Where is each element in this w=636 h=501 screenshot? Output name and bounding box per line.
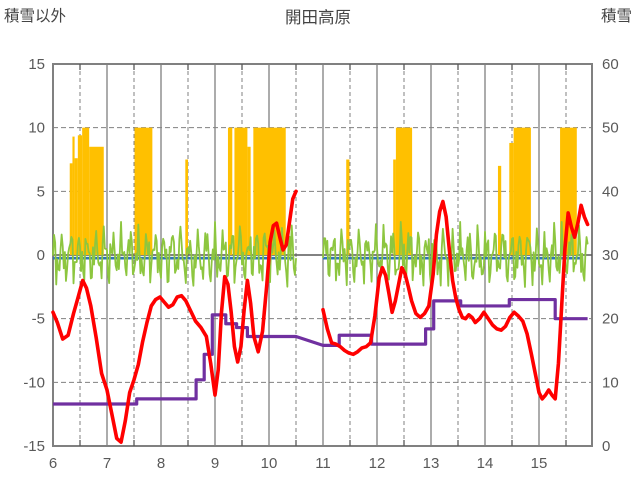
svg-text:10: 10 xyxy=(28,120,45,137)
svg-text:0: 0 xyxy=(602,438,610,455)
svg-text:11: 11 xyxy=(315,455,331,472)
svg-text:14: 14 xyxy=(477,455,494,472)
svg-text:積雪: 積雪 xyxy=(601,7,632,25)
svg-text:15: 15 xyxy=(531,455,548,472)
svg-text:5: 5 xyxy=(37,183,45,200)
svg-text:40: 40 xyxy=(602,183,619,200)
svg-text:50: 50 xyxy=(602,120,619,137)
svg-text:-15: -15 xyxy=(23,438,45,455)
svg-text:7: 7 xyxy=(103,455,111,472)
svg-text:積雪以外: 積雪以外 xyxy=(4,7,66,25)
svg-text:10: 10 xyxy=(261,455,278,472)
svg-text:開田高原: 開田高原 xyxy=(285,8,351,27)
svg-text:6: 6 xyxy=(49,455,57,472)
svg-text:20: 20 xyxy=(602,311,619,328)
svg-text:9: 9 xyxy=(211,455,219,472)
svg-text:-5: -5 xyxy=(32,311,45,328)
svg-text:8: 8 xyxy=(157,455,165,472)
svg-text:-10: -10 xyxy=(23,374,45,391)
svg-text:0: 0 xyxy=(37,247,45,264)
svg-text:30: 30 xyxy=(602,247,619,264)
svg-text:60: 60 xyxy=(602,56,619,73)
svg-text:15: 15 xyxy=(28,56,45,73)
svg-text:12: 12 xyxy=(369,455,386,472)
svg-text:10: 10 xyxy=(602,374,619,391)
svg-text:13: 13 xyxy=(423,455,440,472)
